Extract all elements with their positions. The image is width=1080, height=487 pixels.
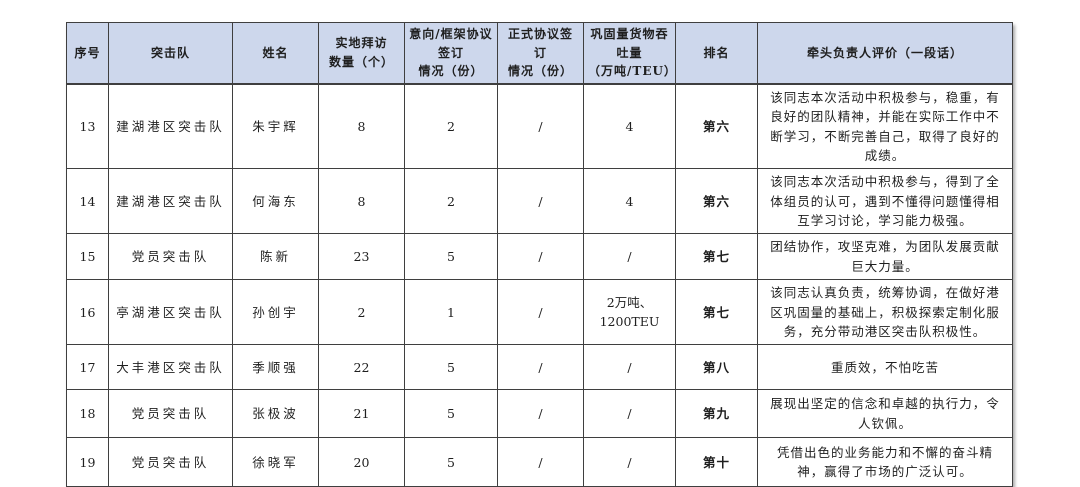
col-header-rank: 排名 [675,21,758,85]
cell-throughput: 4 [583,168,676,235]
cell-evaluation: 凭借出色的业务能力和不懈的奋斗精神，赢得了市场的广泛认可。 [757,437,1013,487]
cell-serial: 13 [66,83,109,170]
cell-visits: 20 [318,437,405,487]
cell-evaluation: 该同志本次活动中积极参与，稳重，有良好的团队精神，并能在实际工作中不断学习，不断… [757,83,1013,170]
col-header-intent-agreements: 意向/框架协议签订 情况（份） [404,21,498,85]
cell-intent-agreements: 2 [404,83,498,170]
cell-formal-agreements: / [497,233,584,281]
cell-name: 何海东 [232,168,319,235]
cell-throughput: / [583,233,676,281]
table-row: 19 党员突击队 徐晓军 20 5 / / 第十 凭借出色的业务能力和不懈的奋斗… [66,437,1013,487]
cell-rank: 第六 [675,83,758,170]
evaluation-table-container: 序号 突击队 姓名 实地拜访 数量（个） 意向/框架协议签订 情况（份） 正式协… [66,21,1013,487]
cell-formal-agreements: / [497,344,584,391]
cell-visits: 21 [318,389,405,439]
cell-evaluation: 重质效，不怕吃苦 [757,344,1013,391]
cell-intent-agreements: 5 [404,437,498,487]
cell-intent-agreements: 5 [404,344,498,391]
cell-rank: 第九 [675,389,758,439]
cell-team: 党员突击队 [108,437,233,487]
cell-rank: 第八 [675,344,758,391]
cell-name: 徐晓军 [232,437,319,487]
cell-name: 朱宇辉 [232,83,319,170]
table-row: 13 建湖港区突击队 朱宇辉 8 2 / 4 第六 该同志本次活动中积极参与，稳… [66,83,1013,170]
cell-formal-agreements: / [497,83,584,170]
cell-serial: 16 [66,279,109,346]
cell-team: 建湖港区突击队 [108,83,233,170]
cell-formal-agreements: / [497,389,584,439]
cell-serial: 18 [66,389,109,439]
cell-formal-agreements: / [497,437,584,487]
col-header-serial: 序号 [66,21,109,85]
cell-visits: 8 [318,83,405,170]
cell-team: 建湖港区突击队 [108,168,233,235]
cell-throughput: / [583,437,676,487]
cell-serial: 14 [66,168,109,235]
cell-evaluation: 该同志本次活动中积极参与，得到了全体组员的认可，遇到不懂得问题懂得相互学习讨论，… [757,168,1013,235]
cell-throughput: 2万吨、 1200TEU [583,279,676,346]
cell-team: 党员突击队 [108,233,233,281]
cell-evaluation: 展现出坚定的信念和卓越的执行力，令人钦佩。 [757,389,1013,439]
cell-rank: 第七 [675,233,758,281]
cell-intent-agreements: 1 [404,279,498,346]
cell-evaluation: 该同志认真负责，统筹协调，在做好港区巩固量的基础上，积极探索定制化服务，充分带动… [757,279,1013,346]
col-header-evaluation: 牵头负责人评价（一段话） [757,21,1013,85]
table-header-row: 序号 突击队 姓名 实地拜访 数量（个） 意向/框架协议签订 情况（份） 正式协… [66,21,1013,85]
cell-visits: 8 [318,168,405,235]
cell-rank: 第七 [675,279,758,346]
cell-team: 亭湖港区突击队 [108,279,233,346]
evaluation-table: 序号 突击队 姓名 实地拜访 数量（个） 意向/框架协议签订 情况（份） 正式协… [66,21,1013,487]
cell-throughput: / [583,344,676,391]
col-header-visits: 实地拜访 数量（个） [318,21,405,85]
col-header-name: 姓名 [232,21,319,85]
table-row: 14 建湖港区突击队 何海东 8 2 / 4 第六 该同志本次活动中积极参与，得… [66,168,1013,235]
cell-serial: 19 [66,437,109,487]
col-header-team: 突击队 [108,21,233,85]
cell-evaluation: 团结协作，攻坚克难，为团队发展贡献巨大力量。 [757,233,1013,281]
cell-serial: 17 [66,344,109,391]
table-row: 16 亭湖港区突击队 孙创宇 2 1 / 2万吨、 1200TEU 第七 该同志… [66,279,1013,346]
cell-visits: 22 [318,344,405,391]
cell-name: 季顺强 [232,344,319,391]
table-row: 17 大丰港区突击队 季顺强 22 5 / / 第八 重质效，不怕吃苦 [66,344,1013,391]
table-row: 18 党员突击队 张极波 21 5 / / 第九 展现出坚定的信念和卓越的执行力… [66,389,1013,439]
cell-name: 张极波 [232,389,319,439]
cell-formal-agreements: / [497,168,584,235]
cell-visits: 23 [318,233,405,281]
table-row: 15 党员突击队 陈新 23 5 / / 第七 团结协作，攻坚克难，为团队发展贡… [66,233,1013,281]
cell-name: 陈新 [232,233,319,281]
cell-intent-agreements: 5 [404,389,498,439]
col-header-throughput: 巩固量货物吞吐量 （万吨/TEU） [583,21,676,85]
cell-visits: 2 [318,279,405,346]
cell-throughput: 4 [583,83,676,170]
cell-name: 孙创宇 [232,279,319,346]
cell-team: 大丰港区突击队 [108,344,233,391]
cell-serial: 15 [66,233,109,281]
cell-intent-agreements: 2 [404,168,498,235]
cell-rank: 第六 [675,168,758,235]
cell-formal-agreements: / [497,279,584,346]
col-header-formal-agreements: 正式协议签订 情况（份） [497,21,584,85]
cell-intent-agreements: 5 [404,233,498,281]
cell-rank: 第十 [675,437,758,487]
cell-team: 党员突击队 [108,389,233,439]
cell-throughput: / [583,389,676,439]
